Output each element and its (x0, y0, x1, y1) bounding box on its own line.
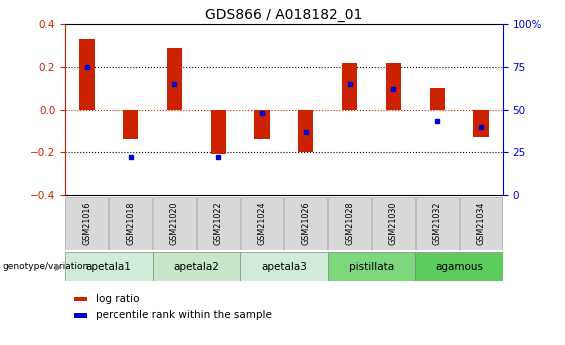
Bar (328, 253, 415, 280)
Bar (167, 48, 182, 110)
Text: log ratio: log ratio (95, 294, 139, 304)
Bar (284, 197, 327, 249)
Text: apetala1: apetala1 (86, 262, 132, 272)
Text: GSM21020: GSM21020 (170, 201, 179, 245)
Title: GDS866 / A018182_01: GDS866 / A018182_01 (205, 8, 363, 22)
Bar (386, 62, 401, 110)
Text: agamous: agamous (435, 262, 483, 272)
Bar (328, 197, 371, 249)
Bar (79, 39, 94, 110)
Text: genotype/variation: genotype/variation (3, 262, 89, 271)
Bar (372, 197, 415, 249)
Text: GSM21032: GSM21032 (433, 201, 442, 245)
Bar (74, 297, 87, 301)
Text: GSM21030: GSM21030 (389, 202, 398, 245)
Bar (459, 197, 502, 249)
Bar (241, 197, 284, 249)
Text: GSM21016: GSM21016 (82, 202, 92, 245)
Bar (416, 197, 459, 249)
Bar (153, 197, 196, 249)
Bar (197, 197, 240, 249)
Bar (415, 253, 503, 280)
Text: apetala2: apetala2 (173, 262, 219, 272)
Bar (342, 62, 357, 110)
Bar (240, 253, 328, 280)
Text: apetala3: apetala3 (261, 262, 307, 272)
Text: ▶: ▶ (55, 262, 62, 272)
Bar (429, 88, 445, 110)
Bar (66, 197, 108, 249)
Text: pistillata: pistillata (349, 262, 394, 272)
Bar (211, 110, 226, 154)
Bar (254, 110, 270, 139)
Text: GSM21028: GSM21028 (345, 201, 354, 245)
Bar (123, 110, 138, 139)
Bar (473, 110, 489, 137)
Text: GSM21026: GSM21026 (301, 201, 310, 245)
Bar (74, 313, 87, 318)
Bar (298, 110, 314, 152)
Text: GSM21024: GSM21024 (258, 201, 267, 245)
Bar (153, 253, 240, 280)
Text: percentile rank within the sample: percentile rank within the sample (95, 310, 272, 320)
Text: GSM21034: GSM21034 (476, 202, 485, 245)
Text: GSM21018: GSM21018 (126, 202, 135, 245)
Text: GSM21022: GSM21022 (214, 201, 223, 245)
Bar (109, 197, 152, 249)
Bar (65, 253, 153, 280)
